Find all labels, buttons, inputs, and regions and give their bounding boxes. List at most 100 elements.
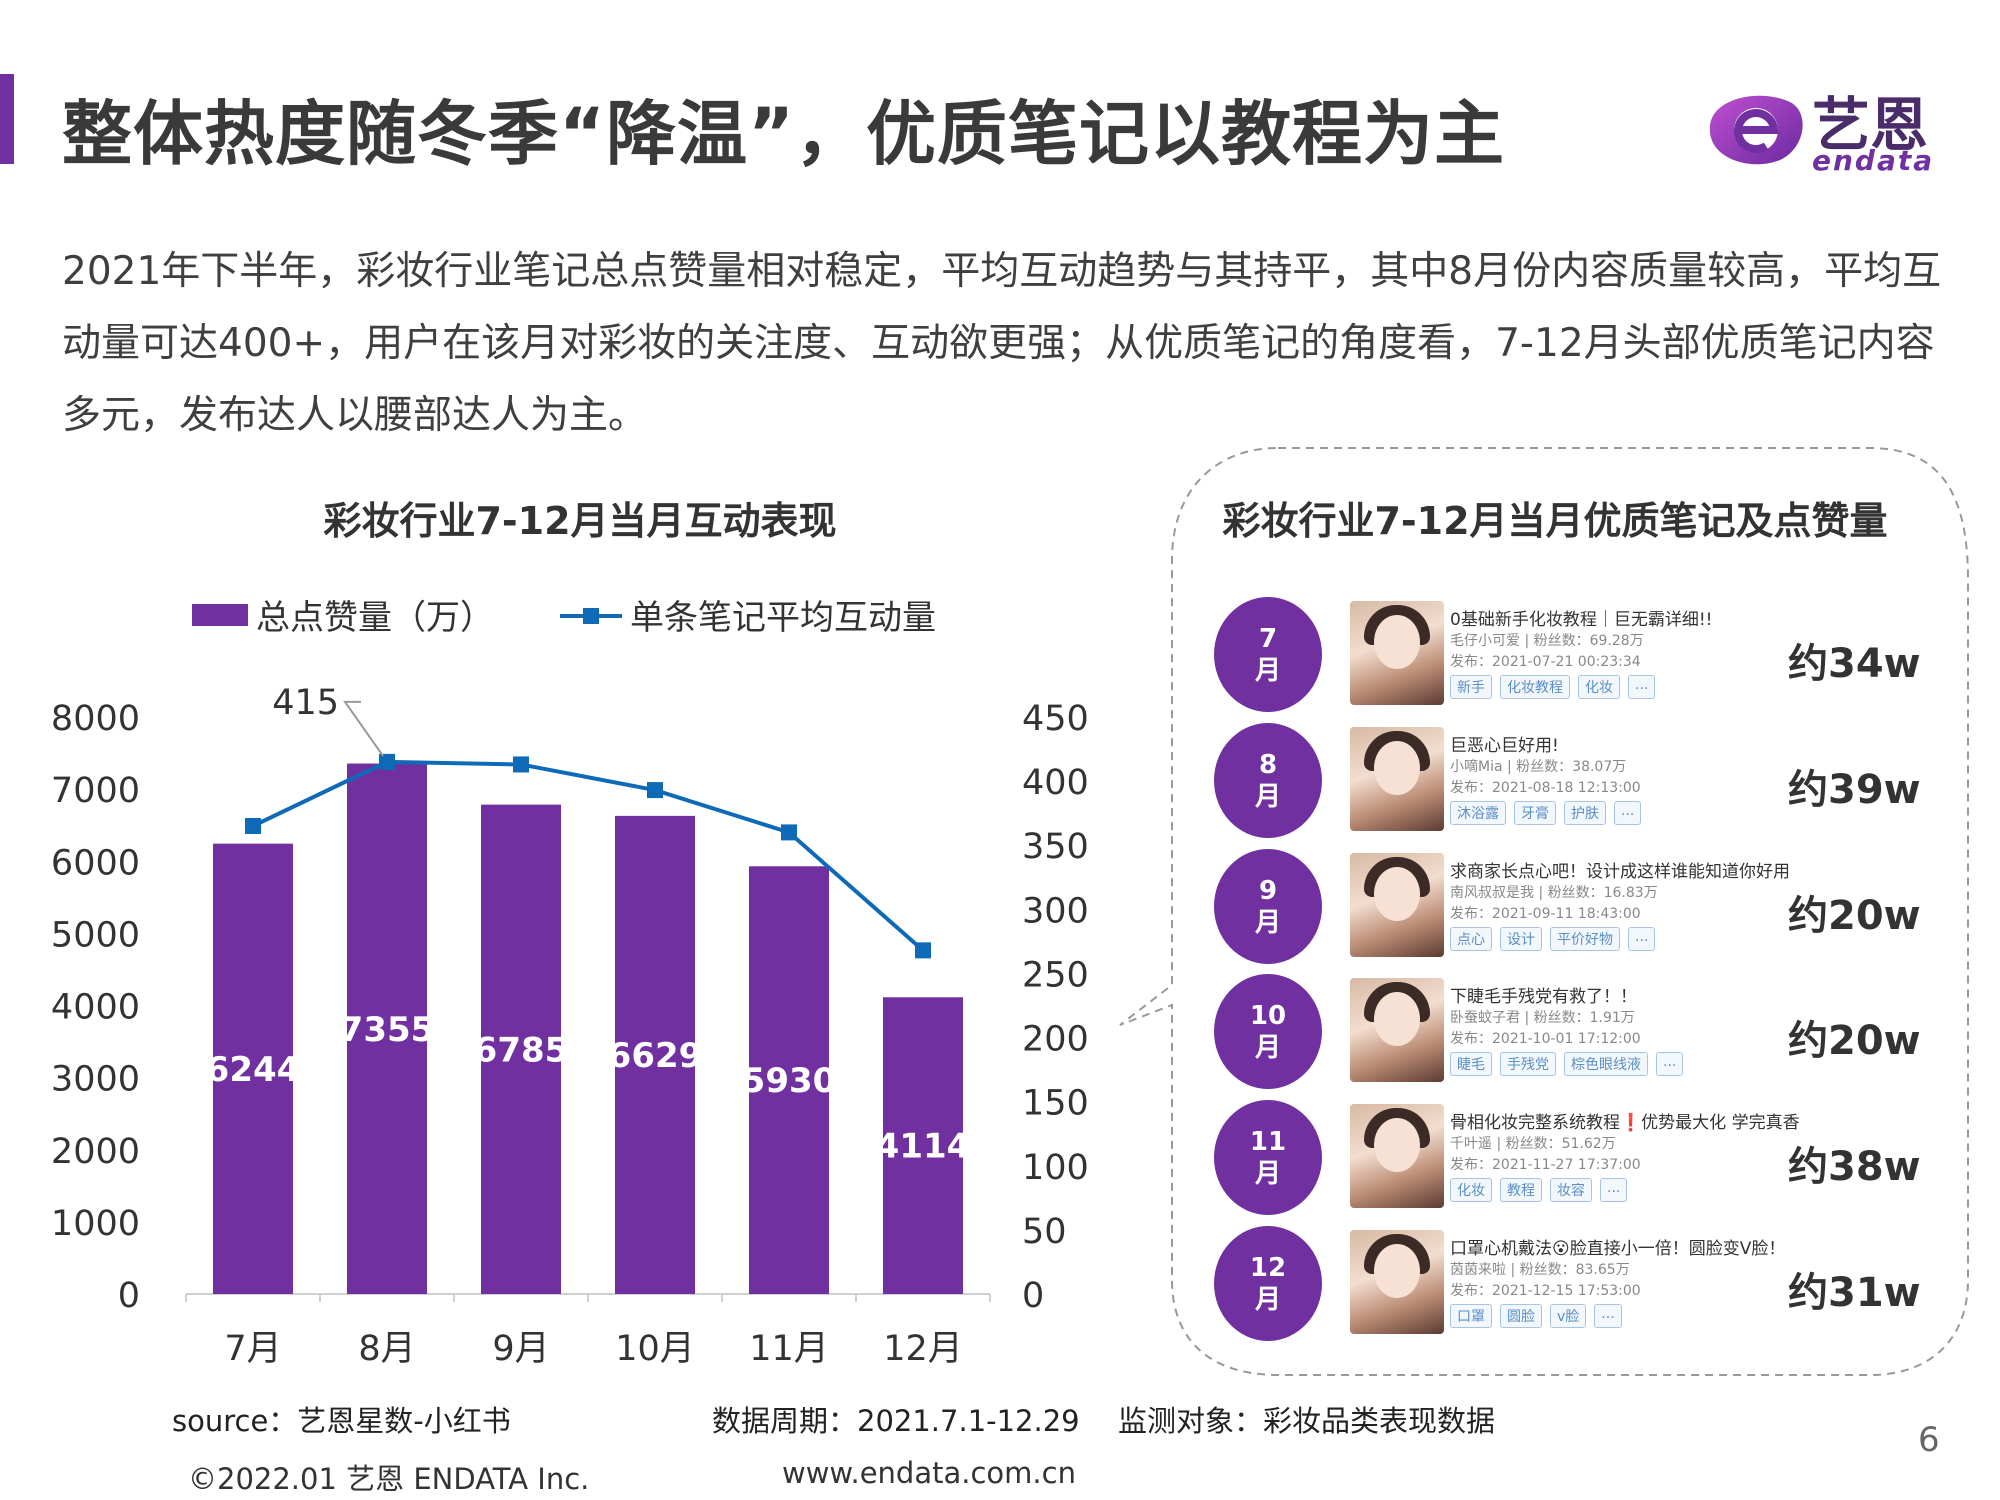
note-thumbnail[interactable] [1350, 978, 1444, 1082]
y-right-tick-label: 0 [1022, 1276, 1044, 1316]
bar [883, 997, 963, 1294]
y-right-tick-label: 100 [1022, 1148, 1089, 1188]
bar-data-label: 6629 [608, 1036, 703, 1076]
bar-data-label: 4114 [876, 1127, 971, 1167]
note-tag[interactable]: 圆脸 [1500, 1304, 1542, 1328]
line-point [379, 753, 395, 770]
footer-website[interactable]: www.endata.com.cn [782, 1456, 1076, 1490]
note-tag[interactable]: 教程 [1500, 1178, 1542, 1202]
note-tag[interactable]: ... [1628, 675, 1656, 699]
note-tag[interactable]: 棕色眼线液 [1564, 1052, 1648, 1076]
note-tag[interactable]: 新手 [1450, 675, 1492, 699]
month-number: 11 [1249, 1126, 1287, 1157]
note-tag[interactable]: 平价好物 [1550, 927, 1620, 951]
note-tag[interactable]: 设计 [1500, 927, 1542, 951]
y-left-tick-label: 5000 [51, 915, 140, 955]
x-tick-label: 12月 [883, 1329, 963, 1369]
note-thumbnail[interactable] [1350, 1104, 1444, 1208]
note-tag[interactable]: 妆容 [1550, 1178, 1592, 1202]
note-row: 10 月 下睫毛手残党有救了！！ 卧蚕蚊子君 | 粉丝数：1.91万 发布：2021-1… [1214, 974, 1921, 1089]
panel-title: 彩妆行业7-12月当月优质笔记及点赞量 [1222, 499, 1888, 543]
line-point [513, 756, 529, 773]
bar [213, 843, 293, 1294]
note-row: 12 月 口罩心机戴法😮脸直接小一倍！圆脸变V脸！ 茵茵来啦 | 粉丝数：83.65万… [1214, 1226, 1921, 1341]
month-unit: 月 [1254, 781, 1281, 812]
bar-data-label: 5930 [742, 1061, 837, 1101]
logo-chinese-text: 艺恩 [1812, 91, 1929, 159]
note-tag[interactable]: 牙膏 [1514, 801, 1556, 825]
note-tag[interactable]: ... [1656, 1052, 1684, 1076]
month-unit: 月 [1254, 1284, 1281, 1315]
note-tags: 沐浴露 牙膏 护肤... [1450, 801, 1642, 825]
y-left-tick-label: 8000 [51, 699, 140, 739]
y-right-tick-label: 250 [1022, 955, 1089, 995]
note-tags: 睫毛 手残党 棕色眼线液... [1450, 1052, 1684, 1076]
note-tag[interactable]: 口罩 [1450, 1304, 1492, 1328]
x-tick-label: 8月 [358, 1329, 415, 1369]
note-likes: 约20w [1788, 1018, 1921, 1064]
bar-data-label: 6785 [474, 1030, 569, 1070]
bar [749, 866, 829, 1294]
x-tick-label: 11月 [749, 1329, 829, 1369]
note-tag[interactable]: ... [1594, 1304, 1622, 1328]
footer-target: 监测对象：彩妆品类表现数据 [1118, 1404, 1496, 1438]
y-left-tick-label: 0 [118, 1276, 140, 1316]
note-tag[interactable]: 化妆 [1450, 1178, 1492, 1202]
chart-title: 彩妆行业7-12月当月互动表现 [323, 499, 837, 543]
legend-line-label: 单条笔记平均互动量 [630, 598, 936, 638]
note-title[interactable]: 0基础新手化妆教程｜巨无霸详细!! [1450, 610, 1713, 630]
y-left-tick-label: 2000 [51, 1132, 140, 1172]
note-date: 发布：2021-10-01 17:12:00 [1450, 1031, 1641, 1047]
note-author-meta: 茵茵来啦 | 粉丝数：83.65万 [1450, 1262, 1630, 1278]
note-tag[interactable]: ... [1614, 801, 1642, 825]
endata-logo-icon [1709, 95, 1803, 165]
y-right-tick-label: 350 [1022, 827, 1089, 867]
note-tag[interactable]: 护肤 [1564, 801, 1606, 825]
note-tag[interactable]: 点心 [1450, 927, 1492, 951]
note-date: 发布：2021-07-21 00:23:34 [1450, 654, 1641, 670]
month-number: 8 [1258, 749, 1278, 780]
note-tag[interactable]: v脸 [1550, 1304, 1587, 1328]
x-tick-label: 7月 [224, 1329, 281, 1369]
line-point [647, 782, 663, 799]
note-title[interactable]: 骨相化妆完整系统教程❗️优势最大化 学完真香 [1450, 1113, 1800, 1133]
note-tag[interactable]: 睫毛 [1450, 1052, 1492, 1076]
page-number: 6 [1918, 1420, 1940, 1460]
title-accent-bar [0, 74, 14, 164]
line-point [915, 942, 931, 959]
annotation-label: 415 [272, 683, 339, 723]
note-title[interactable]: 口罩心机戴法😮脸直接小一倍！圆脸变V脸！ [1450, 1239, 1786, 1259]
y-left-tick-label: 4000 [51, 988, 140, 1028]
legend-item-line: 单条笔记平均互动量 [560, 590, 936, 639]
month-unit: 月 [1254, 1158, 1281, 1189]
month-unit: 月 [1254, 1032, 1281, 1063]
note-thumbnail[interactable] [1350, 853, 1444, 957]
note-thumbnail[interactable] [1350, 1230, 1444, 1334]
month-number: 9 [1258, 875, 1278, 906]
x-tick-label: 9月 [492, 1329, 549, 1369]
y-right-tick-label: 50 [1022, 1212, 1067, 1252]
note-tag[interactable]: 化妆教程 [1500, 675, 1570, 699]
legend-bar-label: 总点赞量（万） [256, 598, 494, 638]
bar-data-label: 6244 [206, 1050, 301, 1090]
x-tick-label: 10月 [615, 1329, 695, 1369]
note-thumbnail[interactable] [1350, 601, 1444, 705]
line-point [781, 824, 797, 841]
footer-copyright: ©2022.01 艺恩 ENDATA Inc. [188, 1462, 590, 1496]
note-thumbnail[interactable] [1350, 727, 1444, 831]
note-title[interactable]: 求商家长点心吧！设计成这样谁能知道你好用 [1450, 862, 1790, 882]
note-tag[interactable]: ... [1600, 1178, 1628, 1202]
note-tag[interactable]: 沐浴露 [1450, 801, 1506, 825]
y-left-tick-label: 1000 [51, 1204, 140, 1244]
note-tag[interactable]: 化妆 [1578, 675, 1620, 699]
note-title[interactable]: 下睫毛手残党有救了！！ [1450, 987, 1637, 1007]
note-title[interactable]: 巨恶心巨好用! [1450, 736, 1559, 756]
note-tag[interactable]: 手残党 [1500, 1052, 1556, 1076]
legend-bar-swatch [192, 603, 248, 626]
note-tag[interactable]: ... [1628, 927, 1656, 951]
note-author-meta: 小嘀Mia | 粉丝数：38.07万 [1450, 759, 1627, 775]
